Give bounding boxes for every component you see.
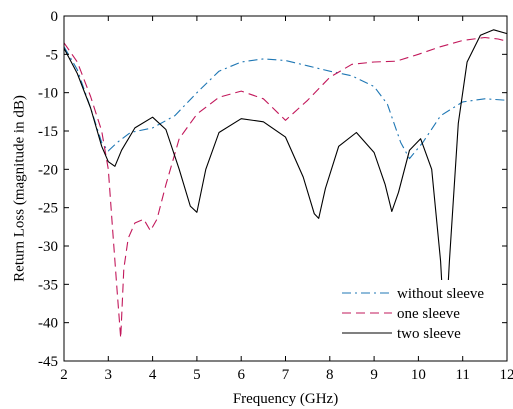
x-tick-label: 8 <box>326 367 334 383</box>
y-tick-label: -20 <box>38 162 58 178</box>
legend: without sleeve one sleeve two sleeve <box>338 280 502 344</box>
legend-label-without-sleeve: without sleeve <box>397 286 484 302</box>
y-tick-label: -35 <box>38 277 58 293</box>
series-line-without-sleeve <box>63 46 508 160</box>
legend-label-two-sleeve: two sleeve <box>397 326 461 342</box>
y-tick-label: -30 <box>38 239 58 255</box>
y-tick-label: -45 <box>38 354 58 370</box>
legend-label-one-sleeve: one sleeve <box>397 306 460 322</box>
x-tick-label: 9 <box>370 367 378 383</box>
y-axis-label: Return Loss (magnitude in dB) <box>11 95 27 282</box>
y-tick-label: -40 <box>38 316 58 332</box>
y-tick-label: 0 <box>51 9 59 25</box>
x-tick-label: 10 <box>411 367 426 383</box>
x-tick-label: 7 <box>282 367 290 383</box>
x-tick-label: 6 <box>237 367 245 383</box>
y-tick-label: -10 <box>38 86 58 102</box>
y-tick-label: -25 <box>38 201 58 217</box>
x-axis-label: Frequency (GHz) <box>233 391 338 407</box>
x-tick-label: 3 <box>105 367 113 383</box>
y-tick-label: -15 <box>38 124 58 140</box>
y-tick-label: -5 <box>46 47 59 63</box>
x-tick-label: 11 <box>455 367 469 383</box>
series-line-one-sleeve <box>63 36 508 339</box>
x-tick-label: 2 <box>60 367 68 383</box>
x-tick-label: 12 <box>500 367 513 383</box>
x-tick-label: 4 <box>149 367 157 383</box>
x-tick-label: 5 <box>193 367 201 383</box>
ticks-layer: 2 3 4 5 6 7 8 9 10 11 12 0 -5 -10 -15 -20 -25 -30 -35 -40 -4… <box>38 9 513 383</box>
